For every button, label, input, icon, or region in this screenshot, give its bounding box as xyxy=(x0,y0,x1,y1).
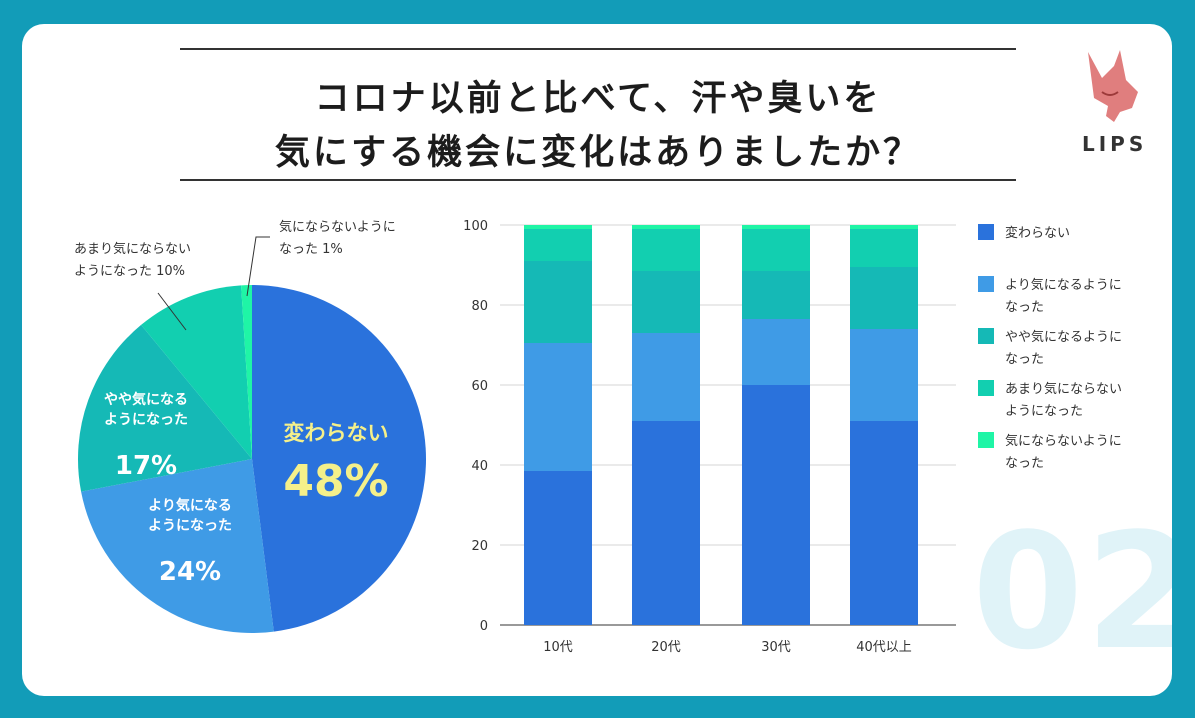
pie-outside-label: 気にならないように xyxy=(279,219,396,235)
y-tick-label: 60 xyxy=(471,379,488,394)
legend-label: 変わらない xyxy=(1005,225,1070,241)
bar-segment xyxy=(742,319,810,385)
legend-label: ようになった xyxy=(1005,404,1083,419)
bar-segment xyxy=(742,229,810,271)
bar-segment xyxy=(524,229,592,261)
page-title-line2: 気にする機会に変化はありましたか？ xyxy=(274,133,922,173)
page-title-line1: コロナ以前と比べて、汗や臭いを xyxy=(314,79,882,119)
bar-segment xyxy=(850,229,918,267)
pie-value-label: 17% xyxy=(115,451,177,481)
bar-segment xyxy=(850,329,918,421)
pie-leader-line xyxy=(157,292,187,331)
title-rule-top xyxy=(180,48,1016,50)
bar-segment xyxy=(632,421,700,625)
legend-label: やや気になるように xyxy=(1005,329,1122,345)
pie-slice xyxy=(141,285,252,459)
pie-slice xyxy=(81,459,274,633)
bar-segment xyxy=(632,333,700,421)
legend-swatch xyxy=(978,224,994,240)
pie-slice xyxy=(252,285,427,632)
bar-segment xyxy=(632,229,700,271)
legend-label: より気になるように xyxy=(1005,277,1122,293)
legend-label: あまり気にならない xyxy=(1005,381,1122,397)
fox-logo-icon xyxy=(1088,50,1138,122)
pie-label: ようになった xyxy=(104,412,188,428)
legend-label: なった xyxy=(1005,300,1044,315)
pie-leader-line xyxy=(246,236,270,297)
pie-label: ようになった xyxy=(148,518,232,534)
pie-outside-label: あまり気にならない xyxy=(74,241,191,257)
y-tick-label: 20 xyxy=(471,539,488,554)
pie-value-label: 48% xyxy=(283,456,388,507)
legend-swatch xyxy=(978,328,994,344)
pie-slice xyxy=(77,324,252,492)
bar-segment xyxy=(742,385,810,625)
bar-segment xyxy=(850,225,918,229)
y-tick-label: 80 xyxy=(471,299,488,314)
legend-swatch xyxy=(978,380,994,396)
lips-logo: LIPS xyxy=(1082,132,1148,156)
bar-segment xyxy=(632,225,700,229)
x-tick-label: 10代 xyxy=(543,640,573,655)
y-tick-label: 100 xyxy=(463,219,488,234)
y-tick-label: 0 xyxy=(480,619,488,634)
title-rule-bottom xyxy=(180,179,1016,181)
bar-segment xyxy=(524,225,592,229)
pie-label: 変わらない xyxy=(284,421,389,445)
y-tick-label: 40 xyxy=(471,459,488,474)
legend-swatch xyxy=(978,432,994,448)
x-tick-label: 40代以上 xyxy=(856,640,912,655)
bar-segment xyxy=(524,471,592,625)
bar-segment xyxy=(742,225,810,229)
bar-segment xyxy=(524,261,592,343)
legend-label: なった xyxy=(1005,456,1044,471)
bar-segment xyxy=(850,421,918,625)
legend-label: 気にならないように xyxy=(1005,433,1122,449)
legend-swatch xyxy=(978,276,994,292)
page-number-watermark: 02 xyxy=(972,498,1172,685)
pie-slice xyxy=(241,285,252,459)
x-tick-label: 30代 xyxy=(761,640,791,655)
bar-segment xyxy=(850,267,918,329)
bar-segment xyxy=(742,271,810,319)
bar-segment xyxy=(632,271,700,333)
pie-value-label: 24% xyxy=(159,557,221,587)
pie-outside-label: なった 1% xyxy=(279,242,343,257)
pie-label: やや気になる xyxy=(104,391,188,408)
pie-label: より気になる xyxy=(148,497,232,514)
legend-label: なった xyxy=(1005,352,1044,367)
pie-outside-label: ようになった 10% xyxy=(74,264,185,279)
x-tick-label: 20代 xyxy=(651,640,681,655)
bar-segment xyxy=(524,343,592,471)
